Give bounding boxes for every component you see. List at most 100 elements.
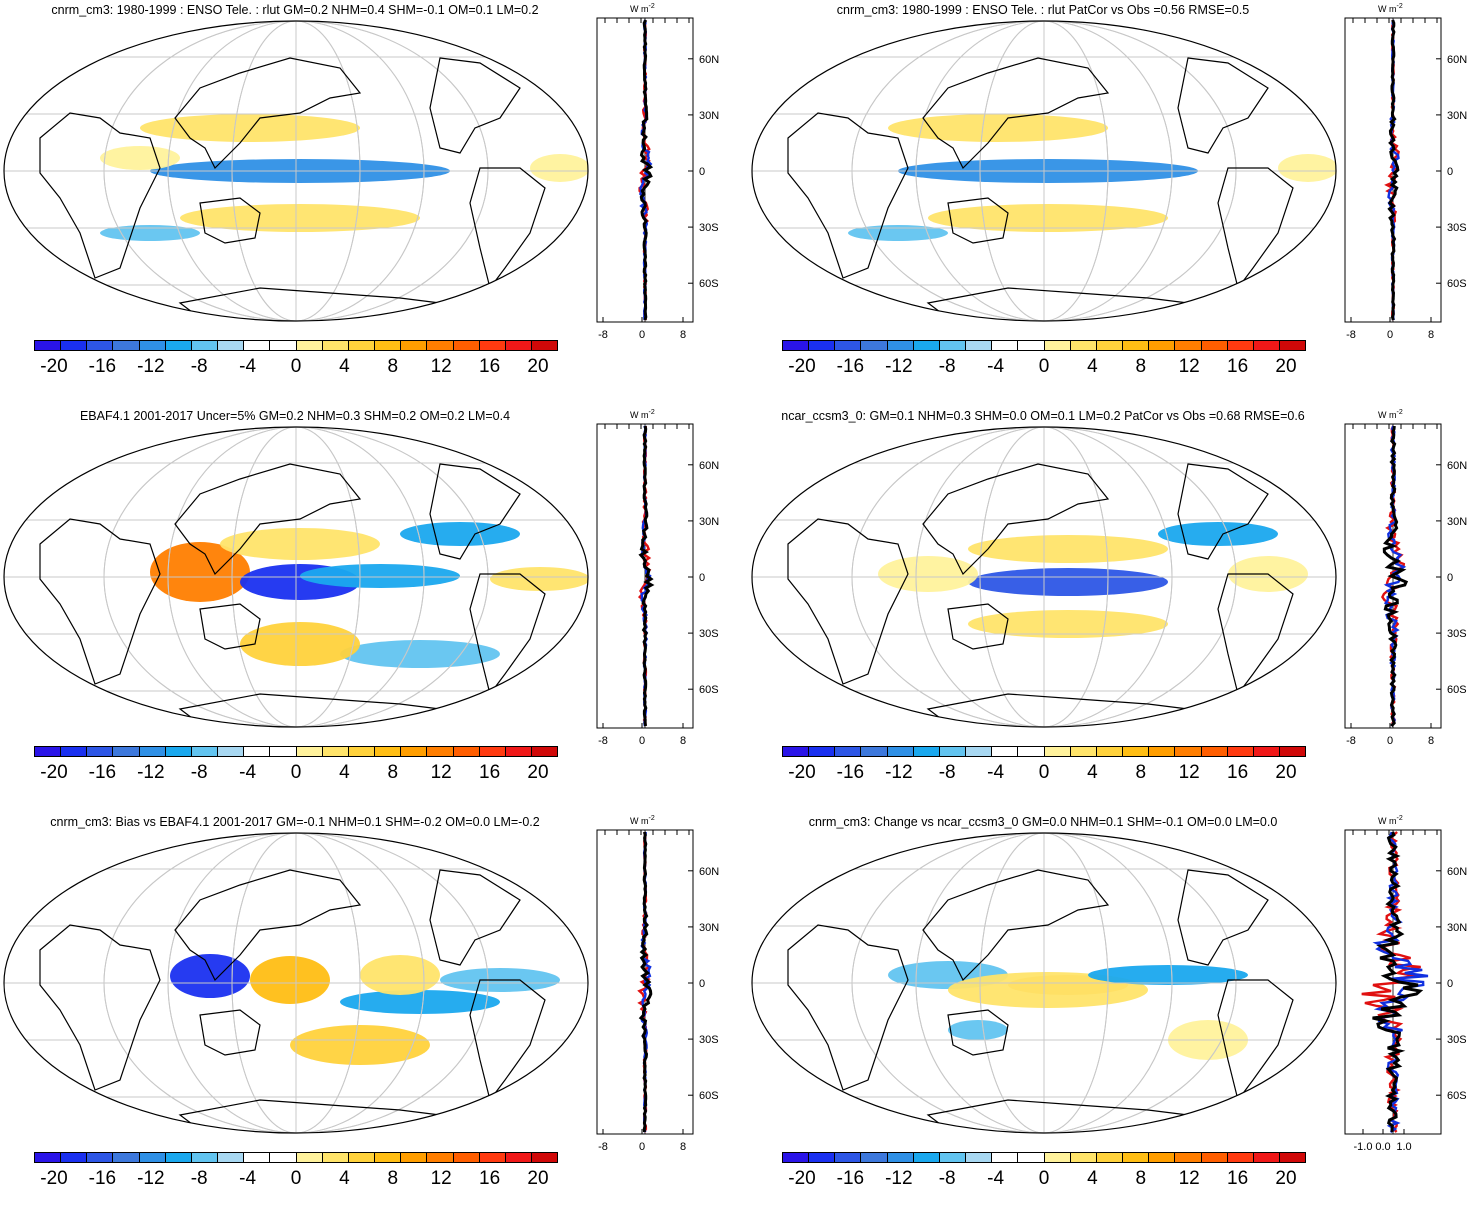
colorbar-label: -4: [987, 762, 1005, 783]
colorbar-swatch: [348, 1153, 376, 1162]
x-tick-label: 0: [639, 1141, 645, 1153]
coastline: [947, 603, 1009, 650]
lat-tick-label: 60S: [699, 278, 719, 290]
colorbar-swatch: [1096, 1153, 1124, 1162]
colorbar-swatch: [296, 341, 323, 350]
anomaly-region: [360, 955, 440, 995]
colorbar-label: 0: [290, 762, 302, 783]
colorbar-swatch: [375, 747, 402, 756]
colorbar-label: -12: [137, 1168, 165, 1189]
world-map: [751, 426, 1337, 728]
anomaly-region: [150, 542, 250, 602]
colorbar-label: 12: [430, 356, 452, 377]
colorbar-swatch: [939, 341, 967, 350]
colorbar-swatch: [887, 747, 914, 756]
longitude-gridline: [231, 833, 361, 1133]
colorbar-swatch: [87, 1153, 114, 1162]
colorbar-swatch: [1201, 747, 1228, 756]
map-border: [751, 832, 1337, 1134]
map-border: [3, 832, 589, 1134]
lat-tick-label: 60S: [699, 684, 719, 696]
colorbar-label: 12: [1178, 356, 1200, 377]
lat-tick-label: 30S: [1447, 222, 1467, 234]
panel-ncar-ccsm3: ncar_ccsm3_0: GM=0.1 NHM=0.3 SHM=0.0 OM=…: [748, 406, 1483, 801]
anomaly-region: [400, 522, 520, 546]
x-tick-label: 0: [1387, 329, 1393, 341]
colorbar-swatch: [375, 341, 402, 350]
colorbar-swatch: [861, 341, 888, 350]
profile-unit: W m-2: [630, 815, 655, 826]
colorbar-swatch: [191, 1153, 219, 1162]
colorbar-label: -16: [88, 762, 117, 783]
colorbar-swatch: [61, 1153, 88, 1162]
colorbar-label: -8: [190, 762, 208, 783]
colorbar-label: 8: [1135, 356, 1147, 377]
colorbar-label: -8: [938, 762, 956, 783]
longitude-gridline: [103, 833, 489, 1133]
colorbar-swatch: [139, 747, 166, 756]
lat-tick-label: 30N: [699, 922, 719, 934]
zonal-mean-profile: W m-2 60N 30N 0 30S 60S -1.0 0.0 1.0: [1344, 815, 1467, 1153]
longitude-gridline: [915, 427, 1173, 727]
lat-tick-label: 30N: [699, 110, 719, 122]
colorbar-label: -20: [788, 1168, 816, 1189]
profile-unit: W m-2: [1378, 815, 1403, 826]
colorbar-label: -16: [836, 1168, 865, 1189]
colorbar-swatch: [939, 747, 967, 756]
anomaly-region: [1158, 522, 1278, 546]
colorbar: [782, 1152, 1306, 1163]
colorbar-labels: -20 -16 -12 -8 -4 0 4 8 12 16 20: [782, 762, 1306, 784]
colorbar-swatch: [1175, 1153, 1202, 1162]
lat-tick-label: 30N: [1447, 110, 1467, 122]
x-tick-label: 0: [639, 329, 645, 341]
colorbar-swatch: [835, 341, 862, 350]
colorbar-swatch: [966, 1153, 993, 1162]
colorbar-swatch: [401, 1153, 428, 1162]
colorbar-label: 16: [479, 762, 501, 783]
coastline: [469, 167, 546, 290]
world-map: [3, 20, 589, 322]
lat-tick-label: 60N: [699, 54, 719, 66]
colorbar-swatch: [296, 1153, 323, 1162]
longitude-gridline: [167, 427, 425, 727]
anomaly-region: [1088, 965, 1248, 985]
colorbar-swatch: [835, 1153, 862, 1162]
colorbar-label: 20: [527, 1168, 549, 1189]
lat-tick-label: 60S: [1447, 1090, 1467, 1102]
colorbar-label: -4: [987, 1168, 1005, 1189]
colorbar-swatch: [913, 747, 940, 756]
colorbar-swatch: [783, 1153, 810, 1162]
map-border: [751, 20, 1337, 322]
world-map: [3, 426, 589, 728]
colorbar-label: -20: [40, 762, 68, 783]
coastline: [199, 1009, 261, 1056]
profile-line-diff: [638, 425, 655, 727]
longitude-gridline: [979, 833, 1109, 1133]
colorbar-swatch: [165, 341, 192, 350]
colorbar-swatch: [966, 341, 993, 350]
colorbar-swatch: [1044, 341, 1071, 350]
anomaly-region: [100, 146, 180, 170]
colorbar-label: 12: [1178, 762, 1200, 783]
anomaly-region: [968, 610, 1168, 638]
anomaly-region: [848, 225, 948, 241]
colorbar-label: 12: [1178, 1168, 1200, 1189]
colorbar-swatch: [1253, 747, 1280, 756]
coastline: [39, 518, 161, 685]
profile-line-diff: [1372, 831, 1424, 1133]
x-tick-label: 8: [1428, 329, 1434, 341]
colorbar-label: -4: [239, 1168, 257, 1189]
colorbar-label: 20: [1275, 1168, 1297, 1189]
colorbar-swatch: [61, 341, 88, 350]
colorbar-swatch: [1044, 1153, 1071, 1162]
lat-tick-label: 30S: [699, 1034, 719, 1046]
colorbar-label: -20: [40, 1168, 68, 1189]
coastline: [947, 197, 1009, 244]
colorbar-swatch: [61, 747, 88, 756]
coastline: [39, 112, 161, 279]
colorbar-swatch: [87, 747, 114, 756]
longitude-gridline: [167, 833, 425, 1133]
colorbar-label: -12: [885, 356, 913, 377]
colorbar-swatch: [1175, 747, 1202, 756]
colorbar-swatch: [244, 747, 271, 756]
